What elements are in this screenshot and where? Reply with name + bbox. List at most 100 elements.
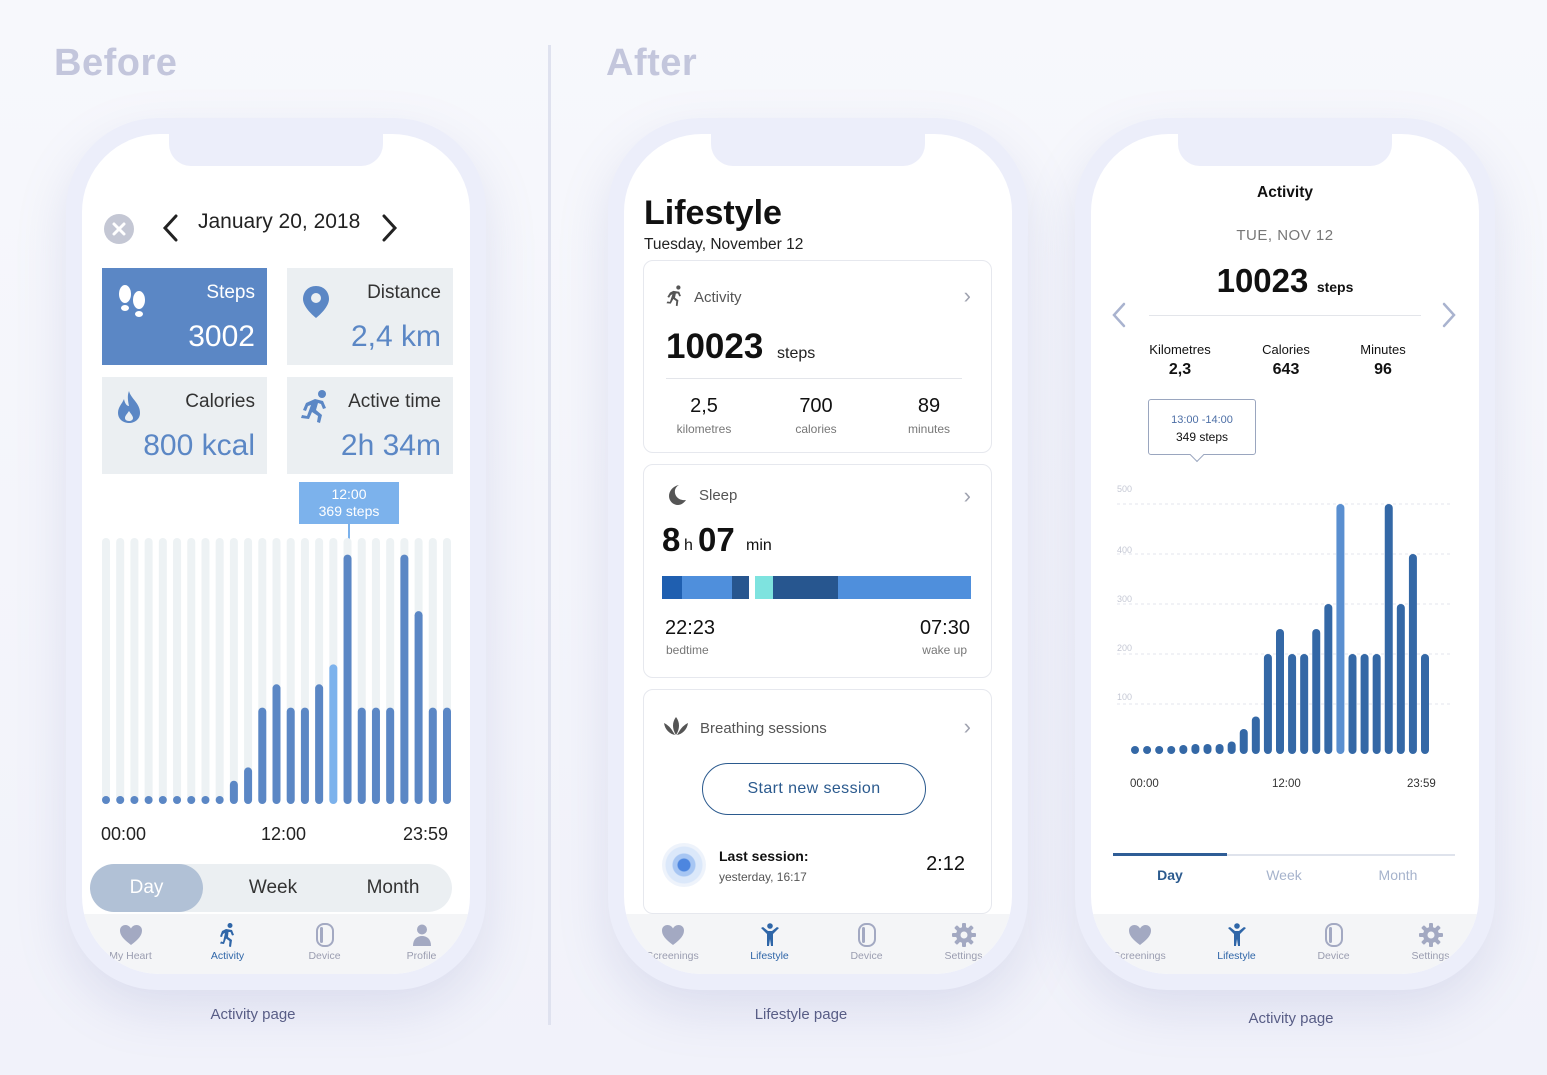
start-session-button[interactable]: Start new session [702,763,926,815]
chart-bar[interactable] [1312,629,1321,754]
chart-bar[interactable] [173,796,182,804]
chart-bar[interactable] [286,707,295,804]
chart-bar[interactable] [1215,744,1224,754]
runner-icon [219,923,234,947]
chart-bar[interactable] [144,796,153,804]
last-session-time: yesterday, 16:17 [719,870,807,884]
chart-bar[interactable] [244,767,253,804]
calories-card[interactable]: Calories 800 kcal [102,377,267,474]
chart-bar[interactable] [1372,654,1381,754]
period-selector: Day Week Month [90,864,452,912]
sleep-phase-segment [662,576,683,599]
tab-device[interactable]: Device [827,922,907,962]
segment-month[interactable]: Month [366,877,420,898]
chart-bar[interactable] [1251,716,1260,755]
tab-activity[interactable]: Activity [188,922,268,962]
close-icon[interactable] [104,214,134,244]
chart-bar[interactable] [1300,654,1309,754]
caption-before: Activity page [210,1006,296,1023]
segment-day[interactable]: Day [90,864,203,912]
chart-bar[interactable] [272,684,281,804]
chart-bar[interactable] [1227,741,1236,755]
chevron-right-icon[interactable] [378,210,400,251]
steps-summary: 10023 steps [1091,262,1479,300]
chart-bar[interactable] [1179,745,1188,754]
chart-bar[interactable] [315,684,324,804]
tab-screenings[interactable]: Screenings [633,922,713,962]
chart-bar[interactable] [1421,654,1429,754]
chart-bar[interactable] [357,707,366,804]
chart-bar[interactable] [1143,746,1152,754]
sleep-card[interactable]: Sleep › 8 h 07 min 22:23 bedtime 07:30 w… [643,464,992,678]
active-time-card[interactable]: Active time 2h 34m [287,377,453,474]
chart-bar[interactable] [1167,746,1176,754]
tab-settings[interactable]: Settings [1391,922,1471,962]
chart-bar[interactable] [201,796,210,804]
tab-lifestyle[interactable]: Lifestyle [730,922,810,962]
tab-device[interactable]: Device [285,922,365,962]
chart-track [215,538,224,804]
activity-steps-unit: steps [777,345,816,362]
chart-bar[interactable] [229,780,238,804]
chart-bar[interactable] [300,707,309,804]
tooltip-steps: 349 steps [1175,430,1229,444]
chevron-right-icon[interactable]: › [963,714,971,739]
chart-bar[interactable] [400,554,409,804]
chart-bar[interactable] [1348,654,1357,754]
running-icon [297,389,333,430]
chart-bar[interactable] [343,554,352,804]
chevron-left-icon[interactable] [160,210,182,251]
chart-bar[interactable] [1336,504,1345,754]
chevron-left-icon[interactable] [1109,299,1129,336]
gear-icon [1418,923,1443,947]
chart-bar[interactable] [1384,504,1393,754]
device-icon [1324,923,1343,947]
chevron-right-icon[interactable]: › [963,283,971,308]
chart-bar[interactable] [1155,746,1164,754]
chart-bar[interactable] [1288,654,1297,754]
chart-bar[interactable] [130,796,139,804]
tab-my-heart[interactable]: My Heart [91,922,171,962]
tab-profile[interactable]: Profile [382,922,462,962]
chart-bar[interactable] [187,796,196,804]
chart-bar[interactable] [1203,744,1212,754]
chart-bar[interactable] [1263,654,1272,754]
chart-bar[interactable] [1239,729,1248,754]
tab-lifestyle[interactable]: Lifestyle [1197,922,1277,962]
chart-track [130,538,139,804]
tab-screenings[interactable]: Screenings [1100,922,1180,962]
chart-bar[interactable] [1324,604,1333,754]
chart-bar[interactable] [329,664,338,804]
chevron-right-icon[interactable] [1439,299,1459,336]
device-icon [857,923,876,947]
chart-bar[interactable] [116,796,125,804]
chart-bar[interactable] [443,707,451,804]
chevron-right-icon[interactable]: › [963,483,971,508]
activity-card[interactable]: Activity › 10023 steps 2,5 kilometres 70… [643,260,992,453]
chart-bar[interactable] [428,707,437,804]
chart-bar[interactable] [1396,604,1405,754]
segment-day[interactable]: Day [1157,867,1183,883]
distance-card[interactable]: Distance 2,4 km [287,268,453,365]
breathing-card[interactable]: Breathing sessions › Start new session L… [643,689,992,914]
tab-settings[interactable]: Settings [924,922,1004,962]
segment-month[interactable]: Month [1378,867,1418,883]
steps-card[interactable]: Steps 3002 [102,268,267,365]
steps-value: 3002 [188,320,255,353]
chart-bar[interactable] [386,707,395,804]
chart-bar[interactable] [1408,554,1417,754]
chart-bar[interactable] [1131,746,1139,754]
chart-bar[interactable] [215,796,224,804]
chart-bar[interactable] [414,611,423,804]
chart-bar[interactable] [1276,629,1284,754]
chart-bar[interactable] [158,796,167,804]
chart-bar[interactable] [102,796,110,804]
chart-bar[interactable] [258,707,267,804]
chart-bar[interactable] [1191,744,1200,754]
tab-device[interactable]: Device [1294,922,1374,962]
segment-week[interactable]: Week [1266,867,1302,883]
tab-label: Device [850,950,883,962]
chart-bar[interactable] [1360,654,1369,754]
segment-week[interactable]: Week [248,877,298,898]
chart-bar[interactable] [371,707,380,804]
